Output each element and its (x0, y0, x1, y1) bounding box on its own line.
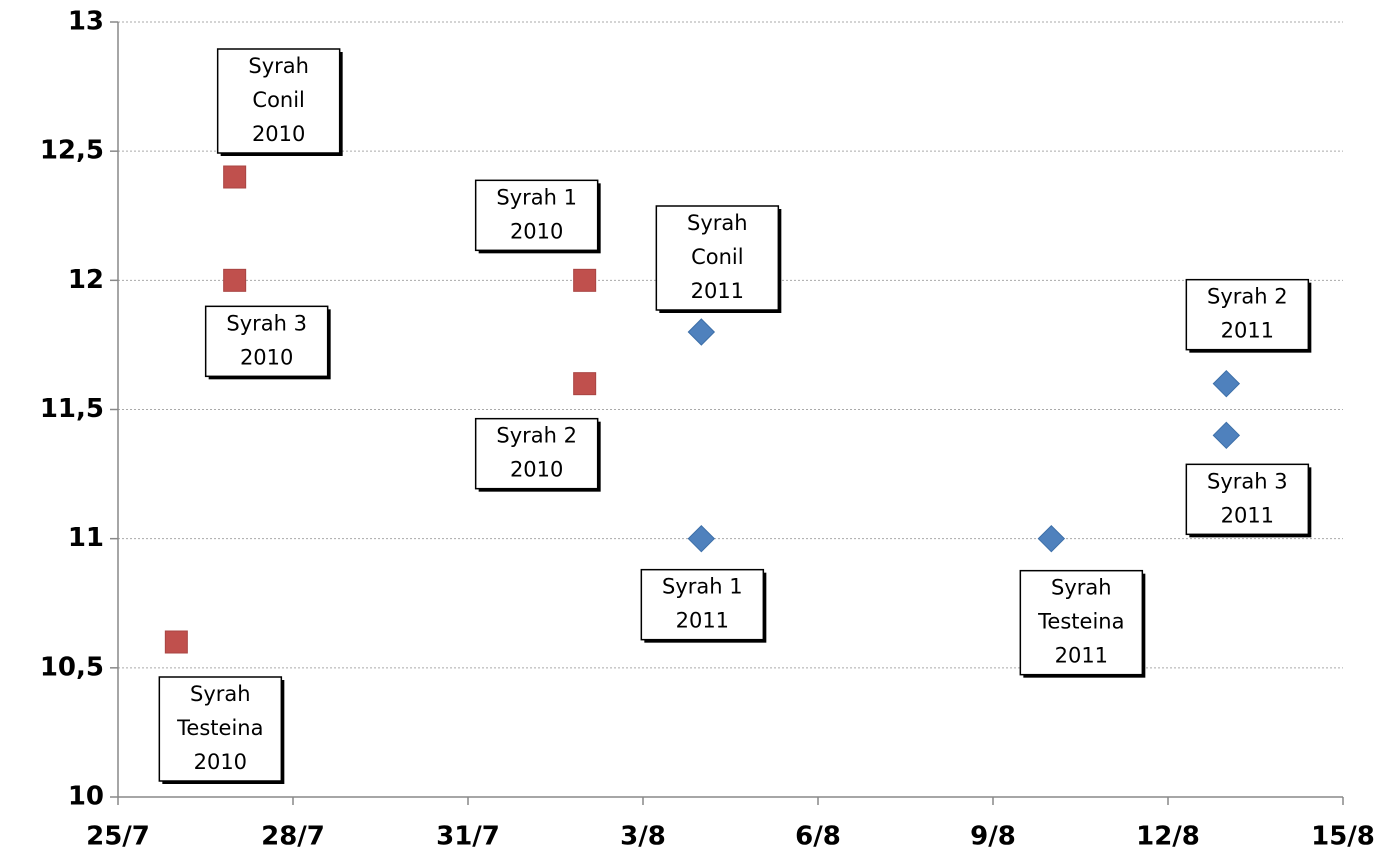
y-tick-label: 12 (68, 265, 104, 295)
label-box (1019, 569, 1144, 676)
y-tick-label: 12,5 (40, 136, 104, 166)
point-label: Syrah 1 (496, 185, 577, 209)
y-tick-label: 10 (68, 782, 104, 812)
label-box (474, 179, 599, 252)
marker (687, 318, 716, 346)
x-tick-label: 31/7 (436, 822, 500, 852)
label-box (474, 417, 599, 490)
marker (573, 372, 597, 396)
point-label: Syrah 3 (226, 311, 307, 335)
y-tick-label: 13 (68, 7, 104, 37)
point-label: Testeina (1037, 610, 1124, 634)
point-label: 2010 (240, 345, 293, 369)
point-label: Syrah (190, 682, 251, 706)
point-label: 2011 (1221, 503, 1274, 527)
marker (164, 630, 188, 654)
x-tick-label: 3/8 (620, 822, 666, 852)
x-tick-label: 6/8 (795, 822, 841, 852)
point-label: Testeina (176, 716, 263, 740)
label-box (655, 205, 780, 311)
point-label: 2010 (194, 750, 247, 774)
marker (223, 165, 247, 189)
point-label: Syrah 2 (1207, 285, 1288, 309)
x-tick-label: 12/8 (1136, 822, 1200, 852)
point-label: Syrah (248, 54, 309, 78)
point-label: 2011 (691, 279, 744, 303)
label-box (158, 676, 283, 782)
label-box (640, 568, 765, 641)
label-box (1185, 463, 1310, 536)
point-label: 2011 (676, 609, 729, 633)
x-tick-label: 15/8 (1311, 822, 1375, 852)
marker (223, 268, 247, 292)
point-label: 2011 (1055, 644, 1108, 668)
x-tick-label: 28/7 (261, 822, 325, 852)
marker (687, 524, 716, 553)
point-label: Syrah 2 (496, 424, 577, 448)
point-label: Syrah (687, 211, 748, 235)
marker (1037, 524, 1066, 553)
marker (1212, 421, 1241, 450)
point-label: Syrah 3 (1207, 469, 1288, 493)
point-label: Conil (252, 88, 305, 112)
point-label: 2010 (510, 219, 563, 243)
y-tick-label: 10,5 (40, 652, 104, 682)
label-box (204, 305, 329, 378)
point-label: Syrah (1051, 576, 1112, 600)
x-tick-label: 25/7 (86, 822, 150, 852)
x-tick-label: 9/8 (970, 822, 1016, 852)
marker (573, 268, 597, 292)
point-label: 2011 (1221, 319, 1274, 343)
y-tick-label: 11,5 (40, 394, 104, 424)
marker (1212, 369, 1241, 398)
y-tick-label: 11 (68, 523, 104, 553)
point-label: 2010 (510, 458, 563, 482)
point-label: Syrah 1 (662, 575, 743, 599)
point-label: 2010 (252, 122, 305, 146)
label-box (1185, 278, 1310, 351)
point-label: Conil (691, 245, 744, 269)
label-box (216, 48, 341, 154)
